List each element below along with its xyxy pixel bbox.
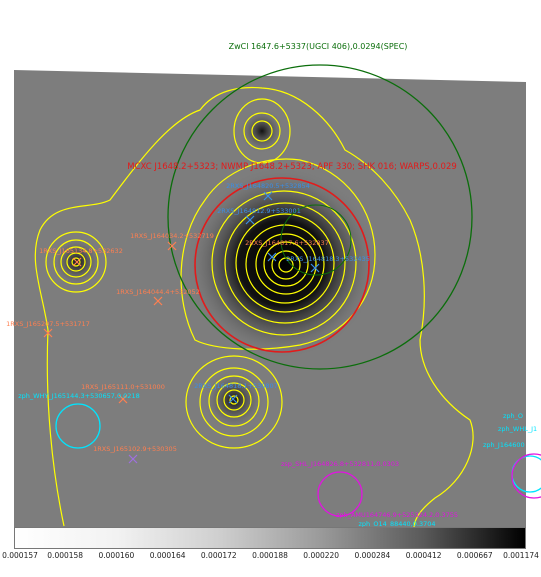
- colorbar-tick-label: 0.001174: [503, 551, 539, 560]
- rxs-center-label: 2RXS_J164817.6+532837: [245, 239, 329, 247]
- rxs-top2-label: 2RXS_J164812.9+533001: [217, 207, 301, 215]
- zsp-lower-label: zsp_SHL_J164826.8+532811,0.0303: [281, 460, 399, 468]
- colorbar-tick-label: 0.000220: [303, 551, 339, 560]
- zph-j1646-right-label: zph_J164600: [483, 441, 525, 449]
- colorbar-tick-label: 0.000172: [201, 551, 237, 560]
- colorbar-tick-label: 0.000188: [252, 551, 288, 560]
- rxs-farleft-label: 1RXS_J165207.5+531717: [6, 320, 90, 328]
- colorbar-tick-label: 0.000158: [47, 551, 83, 560]
- colorbar-tick-label: 0.000164: [150, 551, 186, 560]
- rxs-lower2-label: 1RXS_J165102.9+530305: [93, 445, 177, 453]
- rxs-lower-label: 1RXS_J165111.0+531000: [81, 383, 165, 391]
- zph-whl-right-label: zph_WHL_J1: [498, 425, 537, 433]
- rxs-top1-label: 2RXS_J164820.5+532854: [226, 182, 310, 190]
- colorbar-tick-label: 0.000412: [406, 551, 442, 560]
- zph-amu-label: zph_AMU164746.9+525324.2,0.3755: [336, 511, 458, 519]
- colorbar-tick-label: 0.000157: [2, 551, 38, 560]
- colorbar-tick-labels: 0.000157 0.000158 0.000160 0.000164 0.000172…: [0, 551, 541, 565]
- colorbar-tick-label: 0.000160: [98, 551, 134, 560]
- rxs-blob3-label: 2RXS_J164818.1+530807: [194, 382, 278, 390]
- central-emission: [187, 168, 377, 358]
- top-emission: [240, 109, 284, 153]
- zph-o-right-label: zph_O: [503, 412, 523, 420]
- colorbar-gradient: [15, 528, 525, 548]
- rxs-mid1-label: 1RXS_J164034.2+532719: [130, 232, 214, 240]
- rxs-left-label: 1RXS_J165134.8+532632: [39, 247, 123, 255]
- colorbar: [14, 527, 526, 549]
- zph-why-label: zph_WHY_J165144.3+530657,0.0218: [18, 392, 139, 400]
- title-label: ZwCl 1647.6+5337(UGCI 406),0.0294(SPEC): [229, 42, 408, 51]
- rxs-center-right-label: 2RXS_J164818.3+532435: [286, 255, 370, 263]
- colorbar-tick-label: 0.000284: [354, 551, 390, 560]
- colorbar-tick-label: 0.000667: [457, 551, 493, 560]
- mcxc-label: MCXC J1648.2+5323; NWMP J1648.2+5323; AP…: [127, 162, 457, 172]
- rxs-mid2-label: 1RXS_J164044.4+532052: [116, 288, 200, 296]
